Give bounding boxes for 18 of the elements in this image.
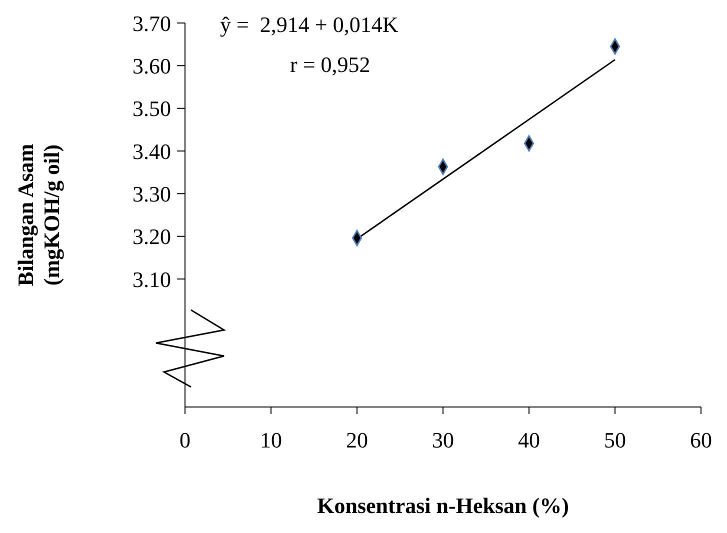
annotation: r = 0,952 xyxy=(290,52,370,78)
y-tick-label: 3.40 xyxy=(132,138,171,164)
x-tick-label: 10 xyxy=(260,428,282,453)
x-tick-label: 60 xyxy=(690,428,712,453)
x-tick-label: 20 xyxy=(346,428,368,453)
y-tick-label: 3.70 xyxy=(132,10,171,36)
y-axis-title: Bilangan Asam (mgKOH/g oil) xyxy=(13,144,64,286)
y-tick-label: 3.50 xyxy=(132,96,171,122)
x-tick-label: 50 xyxy=(604,428,626,453)
annotation: ŷ = 2,914 + 0,014K xyxy=(220,12,398,38)
y-tick-label: 3.30 xyxy=(132,181,171,206)
x-axis-title: Konsentrasi n-Heksan (%) xyxy=(317,493,569,518)
y-tick-label: 3.60 xyxy=(132,53,171,78)
y-tick-label: 3.20 xyxy=(132,224,171,250)
x-tick-label: 40 xyxy=(518,428,540,453)
y-tick-label: 3.10 xyxy=(132,266,171,292)
x-tick-label: 0 xyxy=(180,428,190,453)
x-tick-label: 30 xyxy=(432,428,454,453)
